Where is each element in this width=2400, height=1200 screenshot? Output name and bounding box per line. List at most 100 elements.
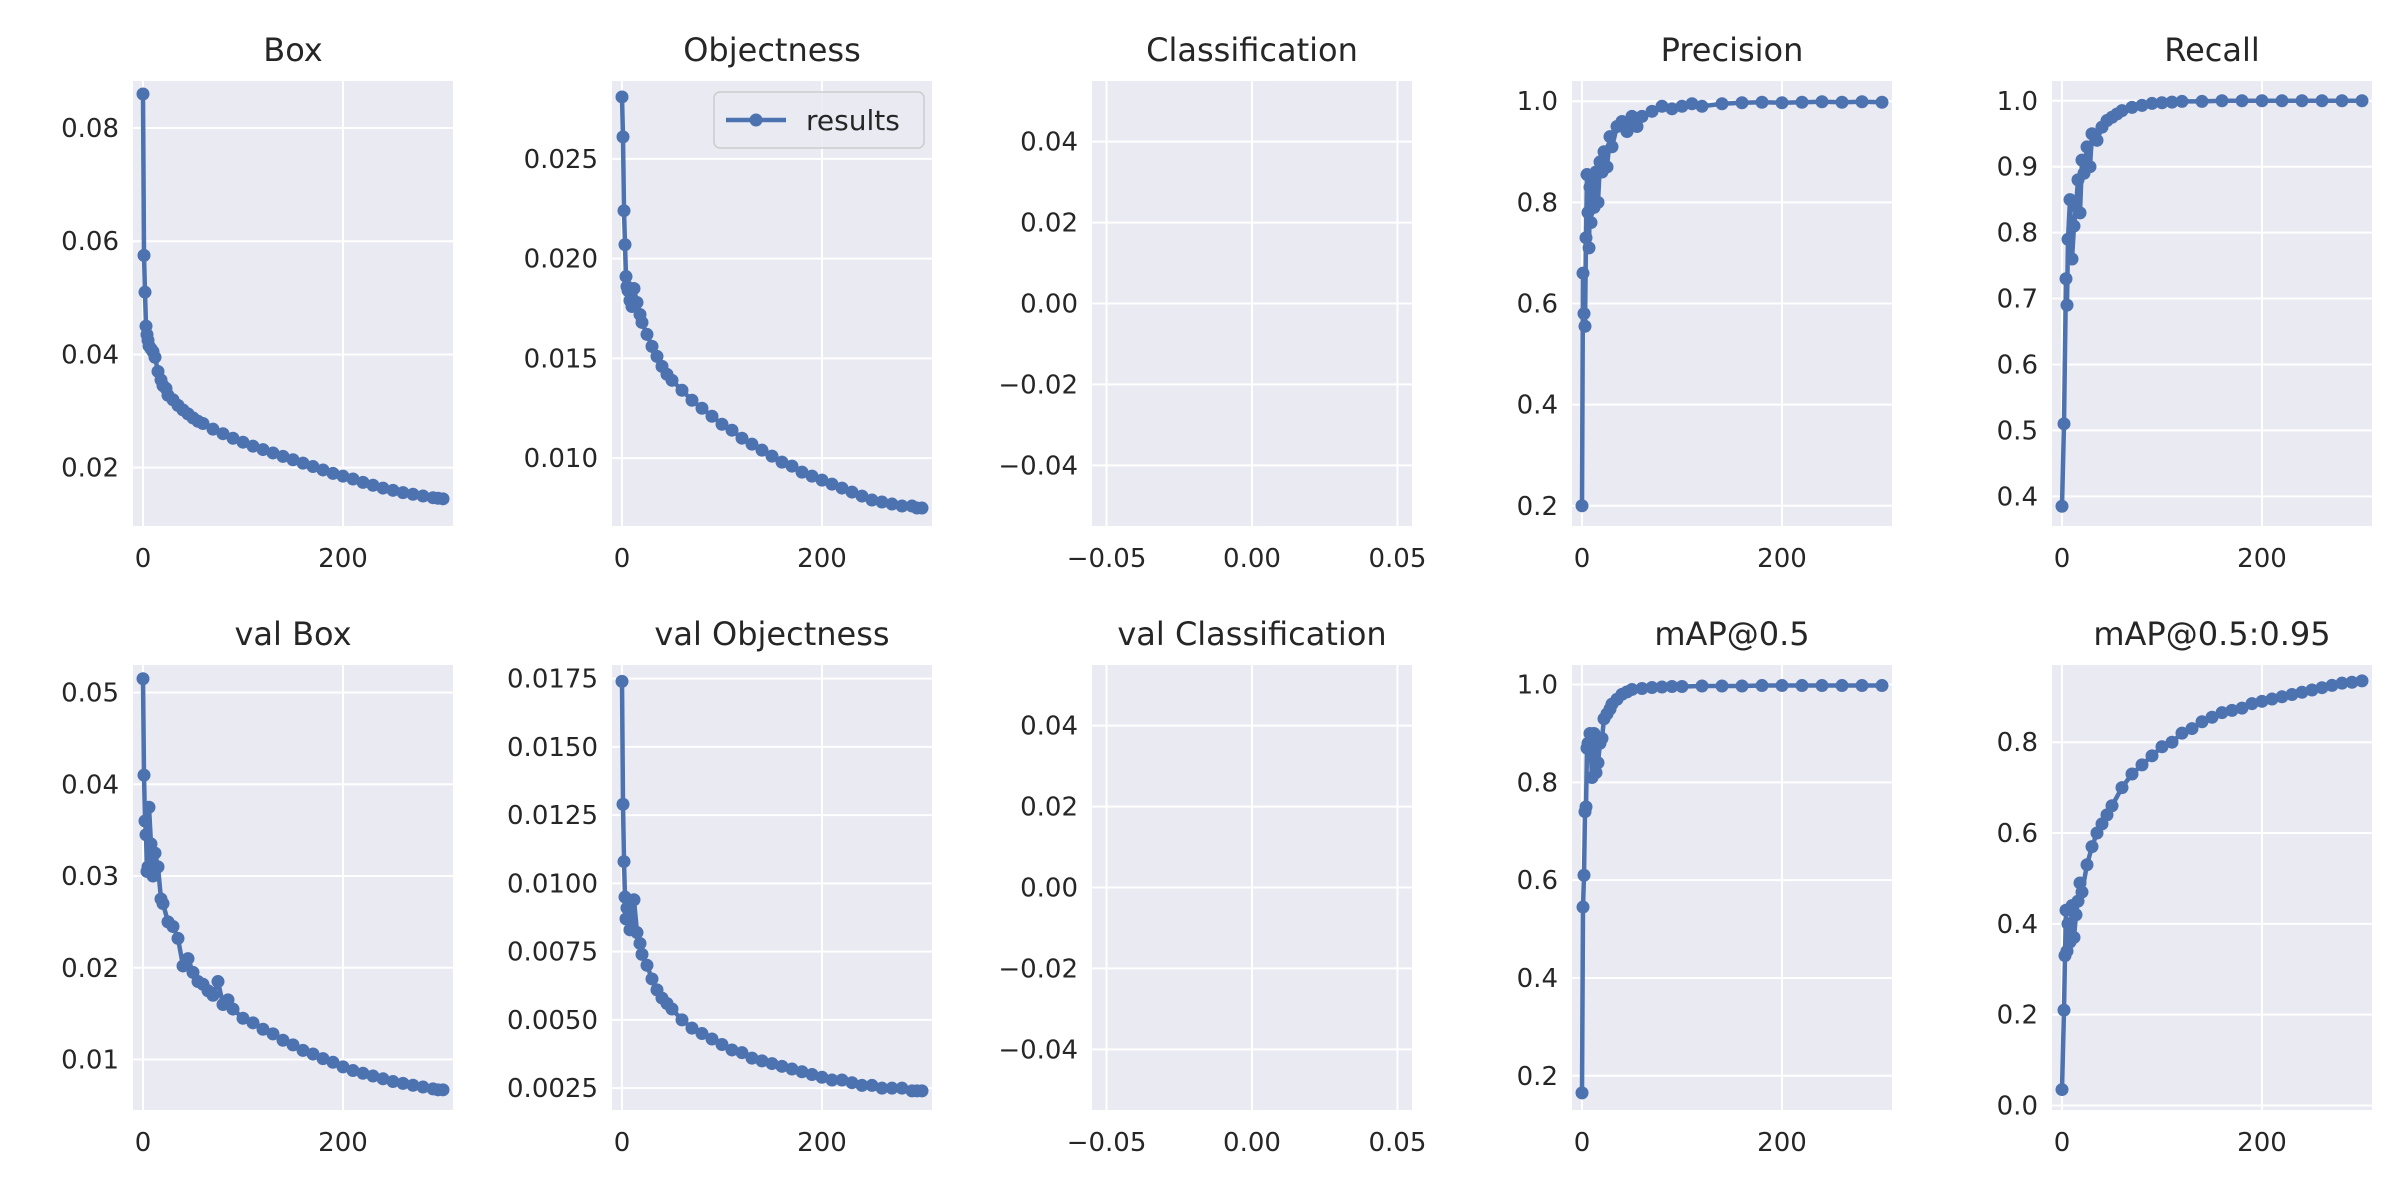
subplot-title: val Objectness <box>654 615 889 653</box>
data-point <box>1578 319 1592 333</box>
y-tick-label: 0.0050 <box>507 1006 598 1036</box>
data-point <box>2215 94 2229 108</box>
subplot-9: 0.0 0.2 0.4 0.6 0.8 0 200 mAP@0.5:0.95 <box>1997 615 2372 1158</box>
data-point <box>138 285 152 299</box>
data-point <box>785 1062 799 1076</box>
data-point <box>1605 140 1619 154</box>
data-point <box>2073 206 2087 220</box>
data-point <box>2265 692 2279 706</box>
data-point <box>615 90 629 104</box>
data-point <box>825 477 839 491</box>
data-point <box>1630 120 1644 134</box>
data-point <box>1735 96 1749 110</box>
data-point <box>2235 94 2249 108</box>
data-point <box>1815 679 1829 693</box>
y-tick-label: 0.00 <box>1020 874 1078 904</box>
data-point <box>1775 679 1789 693</box>
data-point <box>1675 99 1689 113</box>
y-tick-label: 0.5 <box>1997 416 2038 446</box>
data-point <box>226 1002 240 1016</box>
data-point <box>1665 680 1679 694</box>
data-point <box>2195 715 2209 729</box>
data-point <box>396 486 410 500</box>
subplot-8: 0.2 0.4 0.6 0.8 1.0 0 200 mAP@0.5 <box>1517 615 1892 1158</box>
data-point <box>2285 688 2299 702</box>
data-point <box>2055 1083 2069 1097</box>
data-point <box>1735 679 1749 693</box>
data-point <box>436 1083 450 1097</box>
data-point <box>136 672 150 686</box>
y-tick-label: 0.04 <box>61 770 119 800</box>
data-point <box>2225 703 2239 717</box>
data-point <box>705 409 719 423</box>
data-point <box>2080 858 2094 872</box>
x-tick-label: 200 <box>797 544 847 574</box>
data-point <box>1855 95 1869 109</box>
data-point <box>276 449 290 463</box>
data-point <box>1795 95 1809 109</box>
data-point <box>1620 125 1634 139</box>
data-point <box>2315 94 2329 108</box>
data-point <box>1655 680 1669 694</box>
data-point <box>1755 679 1769 693</box>
data-point <box>845 1076 859 1090</box>
data-point <box>2275 690 2289 704</box>
data-point <box>171 931 185 945</box>
data-point <box>2235 701 2249 715</box>
data-point <box>785 459 799 473</box>
data-point <box>1625 109 1639 123</box>
data-point <box>616 130 630 144</box>
data-point <box>336 1060 350 1074</box>
data-point <box>2125 100 2139 114</box>
data-point <box>326 1055 340 1069</box>
data-point <box>1591 756 1605 770</box>
data-point <box>915 1084 929 1098</box>
data-point <box>895 1081 909 1095</box>
plot-background <box>133 81 453 526</box>
data-point <box>2275 94 2289 108</box>
data-point <box>1576 266 1590 280</box>
y-tick-label: 0.4 <box>1517 391 1558 421</box>
data-point <box>266 1027 280 1041</box>
subplot-title: Objectness <box>683 31 861 69</box>
data-point <box>2335 676 2349 690</box>
data-point <box>2155 740 2169 754</box>
data-point <box>2295 685 2309 699</box>
y-tick-label: 0.2 <box>1997 1001 2038 1031</box>
x-tick-label: 200 <box>797 1128 847 1158</box>
plot-background <box>2052 81 2372 526</box>
x-tick-label: 200 <box>1757 1128 1807 1158</box>
data-point <box>246 439 260 453</box>
subplot-1: 0.010 0.015 0.020 0.025 0 200 Objectness <box>524 31 932 574</box>
data-point <box>2315 681 2329 695</box>
y-tick-label: 0.6 <box>1517 290 1558 320</box>
data-point <box>875 1081 889 1095</box>
data-point <box>256 1022 270 1036</box>
data-point <box>705 1032 719 1046</box>
data-point <box>346 1064 360 1078</box>
x-tick-label: 0 <box>1574 544 1591 574</box>
data-point <box>1635 109 1649 123</box>
subplot-0: 0.02 0.04 0.06 0.08 0 200 Box <box>61 31 453 574</box>
data-point <box>206 422 220 436</box>
y-tick-label: 1.0 <box>1997 87 2038 117</box>
data-point <box>2165 95 2179 109</box>
data-point <box>1584 216 1598 230</box>
data-point <box>416 489 430 503</box>
data-point <box>2145 96 2159 110</box>
x-tick-label: 0.00 <box>1223 1128 1281 1158</box>
data-point <box>617 204 631 218</box>
y-tick-label: 0.025 <box>524 145 598 175</box>
data-point <box>296 456 310 470</box>
data-point <box>715 1037 729 1051</box>
y-tick-label: 0.4 <box>1517 964 1558 994</box>
data-point <box>2060 298 2074 312</box>
data-point <box>675 383 689 397</box>
data-point <box>1715 97 1729 111</box>
y-tick-label: 0.02 <box>61 454 119 484</box>
y-tick-label: 0.7 <box>1997 285 2038 315</box>
data-point <box>640 327 654 341</box>
data-point <box>2165 735 2179 749</box>
data-point <box>2155 96 2169 110</box>
data-point <box>885 1081 899 1095</box>
